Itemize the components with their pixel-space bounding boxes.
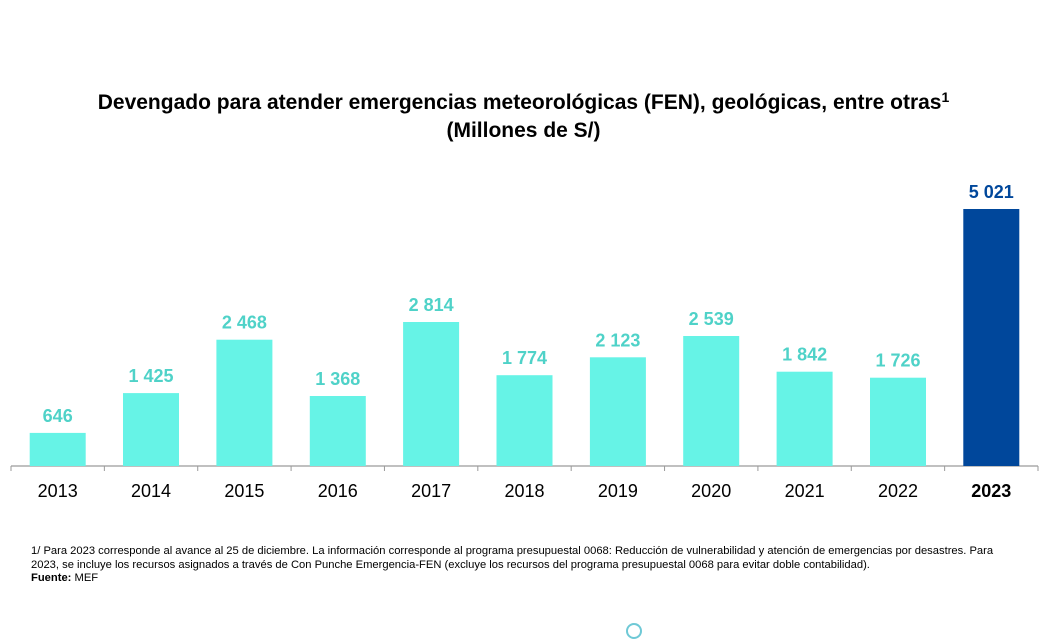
category-label-2022: 2022 xyxy=(878,481,918,501)
source-value: MEF xyxy=(71,572,99,584)
bar-2015 xyxy=(216,339,273,466)
category-label-2018: 2018 xyxy=(504,481,544,501)
chart-title: Devengado para atender emergencias meteo… xyxy=(0,89,1047,116)
category-label-2013: 2013 xyxy=(38,481,78,501)
source-label: Fuente: xyxy=(31,572,72,584)
value-label-2019: 2 123 xyxy=(595,330,640,350)
category-label-2019: 2019 xyxy=(598,481,638,501)
value-label-2017: 2 814 xyxy=(409,295,454,315)
value-label-2016: 1 368 xyxy=(315,369,360,389)
bar-2017 xyxy=(403,322,460,466)
category-label-2021: 2021 xyxy=(785,481,825,501)
value-label-2018: 1 774 xyxy=(502,348,547,368)
bar-2013 xyxy=(29,432,86,466)
x-axis-ticks xyxy=(10,466,1039,471)
category-labels-group: 2013 2014 2015 2016 2017 2018 2019 2020 2021 2022… xyxy=(38,481,1012,501)
value-label-2020: 2 539 xyxy=(689,309,734,329)
value-labels-group: 646 1 425 2 468 1 368 2 814 1 774 2 123 2 539 1 … xyxy=(43,182,1014,426)
bars-group xyxy=(29,209,1020,466)
bar-2022 xyxy=(870,377,926,466)
value-label-2015: 2 468 xyxy=(222,313,267,333)
bar-2019 xyxy=(589,357,646,466)
bar-2021 xyxy=(776,371,833,466)
category-label-2023: 2023 xyxy=(971,481,1011,501)
value-label-2022: 1 726 xyxy=(875,351,920,371)
value-label-2014: 1 425 xyxy=(128,366,173,386)
category-label-2015: 2015 xyxy=(224,481,264,501)
footnote-text: 1/ Para 2023 corresponde al avance al 25… xyxy=(31,545,994,571)
bar-2020 xyxy=(683,336,740,466)
value-label-2021: 1 842 xyxy=(782,345,827,365)
title-footnote-marker: 1 xyxy=(941,89,950,105)
logo-mark xyxy=(626,623,642,639)
source-line: Fuente: MEF xyxy=(31,572,1016,586)
category-label-2020: 2020 xyxy=(691,481,731,501)
footnote: 1/ Para 2023 corresponde al avance al 25… xyxy=(31,545,1016,586)
value-label-2013: 646 xyxy=(43,406,73,426)
category-label-2016: 2016 xyxy=(318,481,358,501)
bar-2016 xyxy=(309,396,366,466)
bar-2014 xyxy=(123,393,179,466)
value-label-2023: 5 021 xyxy=(969,182,1014,202)
category-label-2017: 2017 xyxy=(411,481,451,501)
chart-subtitle: (Millones de S/) xyxy=(446,119,601,142)
chart-title-text: Devengado para atender emergencias meteo… xyxy=(97,91,942,114)
bar-2018 xyxy=(496,375,553,466)
category-label-2014: 2014 xyxy=(131,481,171,501)
bar-2023 xyxy=(963,209,1020,466)
